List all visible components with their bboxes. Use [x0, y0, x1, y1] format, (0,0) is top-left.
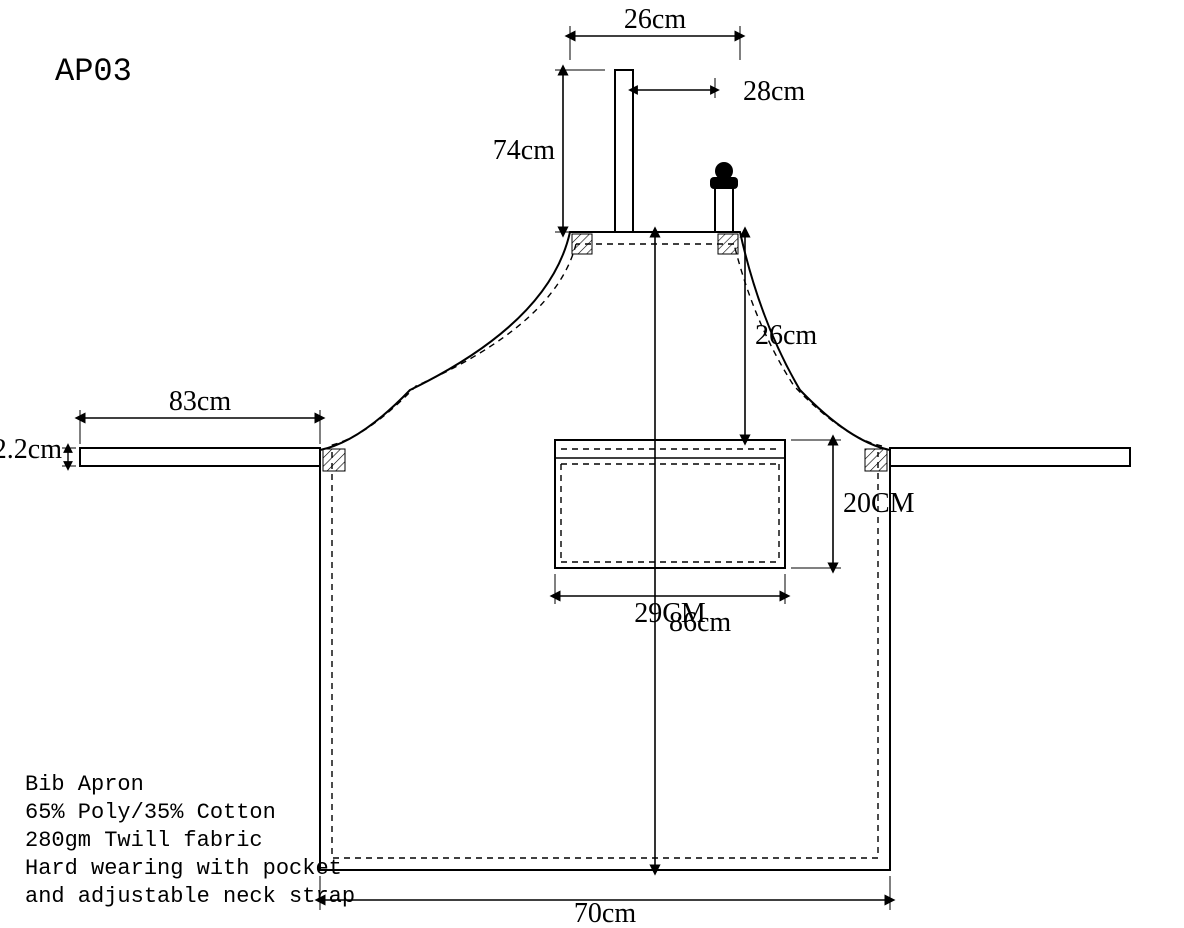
buckle-knob	[715, 162, 733, 180]
desc-line-4: Hard wearing with pocket	[25, 856, 342, 881]
reinforcement-patch	[865, 449, 887, 471]
desc-line-3: 280gm Twill fabric	[25, 828, 263, 853]
reinforcement-patch	[718, 234, 738, 254]
pocket	[555, 440, 785, 568]
product-code: AP03	[55, 53, 132, 90]
desc-line-5: and adjustable neck strap	[25, 884, 355, 909]
dim-total-height: 86cm	[669, 607, 731, 638]
svg-text:83cm: 83cm	[169, 386, 231, 417]
svg-text:20CM: 20CM	[843, 488, 915, 519]
waist-tie-left	[80, 448, 320, 466]
apron-diagram: AP03 Bib Apron 65% Poly/35% Cotton 280gm…	[0, 0, 1184, 928]
desc-line-1: Bib Apron	[25, 772, 144, 797]
desc-line-2: 65% Poly/35% Cotton	[25, 800, 276, 825]
neck-strap-right	[715, 187, 733, 232]
svg-text:26cm: 26cm	[755, 320, 817, 351]
dim-neck-strap-inner: 28cm	[743, 76, 805, 107]
apron-geometry: 26cm28cm74cm83cm2.2cm26cm20CM29CM86cm70c…	[0, 4, 1130, 928]
neck-strap-left	[615, 70, 633, 232]
dim-total-width-label: 70cm	[574, 898, 636, 928]
svg-text:26cm: 26cm	[624, 4, 686, 35]
reinforcement-patch	[572, 234, 592, 254]
svg-text:74cm: 74cm	[493, 135, 555, 166]
dim-tie-height: 2.2cm	[0, 434, 62, 465]
reinforcement-patch	[323, 449, 345, 471]
waist-tie-right	[890, 448, 1130, 466]
